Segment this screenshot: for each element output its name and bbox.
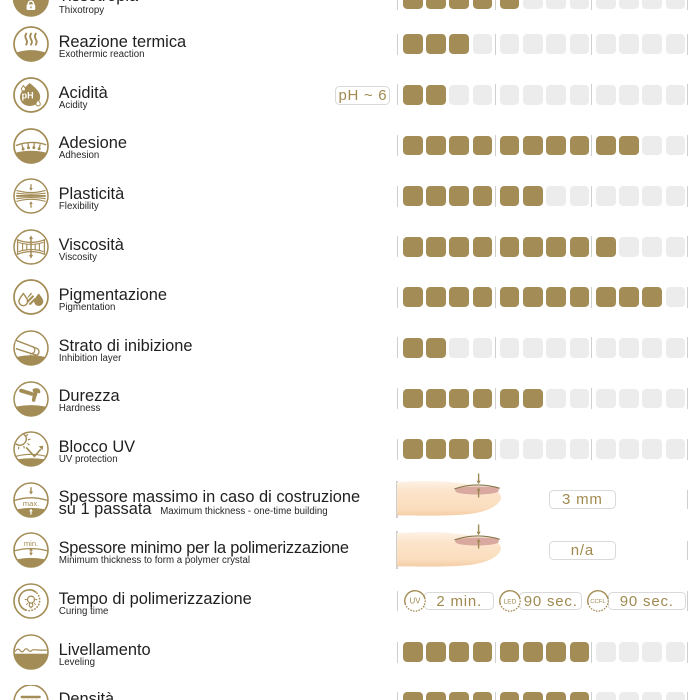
svg-text:pH: pH	[21, 90, 33, 100]
svg-text:max.: max.	[23, 499, 39, 508]
svg-text:UV: UV	[409, 597, 421, 606]
svg-text:CCFL: CCFL	[590, 599, 606, 605]
svg-text:LED: LED	[503, 598, 516, 605]
svg-text:min.: min.	[24, 539, 38, 548]
